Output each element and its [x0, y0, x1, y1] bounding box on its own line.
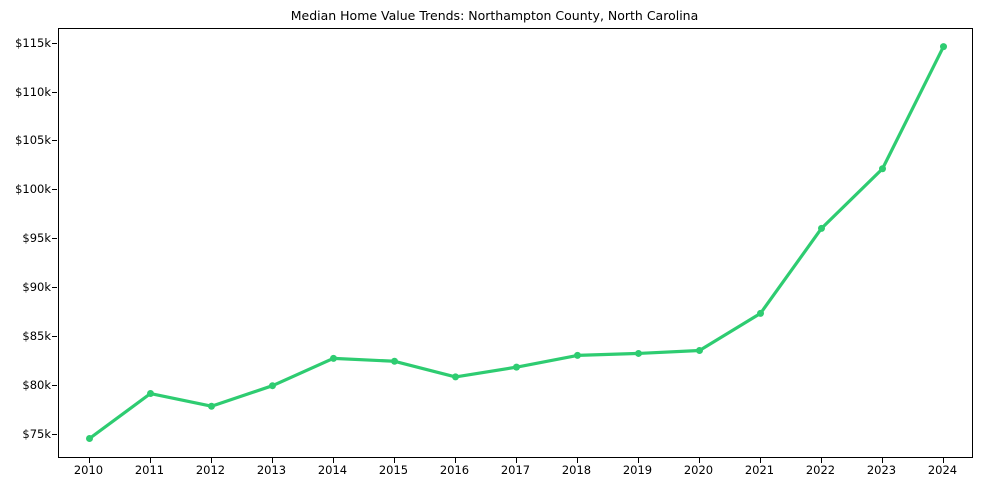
y-axis-tick-label: $105k [15, 133, 51, 148]
data-point-marker [86, 434, 93, 442]
series-markers-median-home-value [86, 43, 947, 442]
x-axis-tick-mark [454, 458, 456, 463]
x-axis-tick-label: 2012 [195, 463, 226, 477]
y-axis-tick-mark [52, 42, 57, 44]
y-axis-tick-labels: $75k $80k $85k $90k $95k $100k $105k $110k $115k [0, 0, 51, 490]
data-point-marker [879, 165, 886, 173]
data-point-marker [269, 382, 276, 390]
x-axis-tick-label: 2015 [378, 463, 409, 477]
y-axis-tick-label: $80k [22, 377, 51, 392]
x-axis-tick-mark [393, 458, 395, 463]
series-line-median-home-value [87, 44, 946, 441]
x-axis-tick-mark [881, 458, 883, 463]
x-axis-tick-label: 2021 [744, 463, 775, 477]
x-axis-tick-label: 2018 [561, 463, 592, 477]
y-axis-tick-mark [52, 189, 57, 191]
x-axis-tick-label: 2011 [134, 463, 165, 477]
y-axis-tick-label: $85k [22, 328, 51, 343]
data-point-marker [391, 357, 398, 365]
y-axis-tick-label: $110k [15, 84, 51, 99]
y-axis-tick-mark [52, 384, 57, 386]
y-axis-tick-mark [52, 91, 57, 93]
x-axis-tick-label: 2022 [805, 463, 836, 477]
y-axis-tick-label: $115k [15, 35, 51, 50]
data-point-marker [696, 347, 703, 355]
y-axis-tick-label: $75k [22, 426, 51, 441]
x-axis-tick-label: 2024 [927, 463, 958, 477]
x-axis-tick-mark [515, 458, 517, 463]
data-point-marker [513, 363, 520, 371]
data-point-marker [452, 373, 459, 381]
x-axis-tick-mark [271, 458, 273, 463]
y-axis-tick-label: $95k [22, 231, 51, 246]
data-point-marker [940, 43, 947, 51]
x-axis-tick-mark [576, 458, 578, 463]
x-axis-tick-mark [942, 458, 944, 463]
y-axis-tick-label: $100k [15, 182, 51, 197]
x-axis-tick-mark [759, 458, 761, 463]
data-point-marker [208, 402, 215, 410]
plot-area [58, 28, 973, 458]
data-point-marker [757, 309, 764, 317]
x-axis-tick-label: 2017 [500, 463, 531, 477]
x-axis-tick-mark [820, 458, 822, 463]
x-axis-tick-label: 2014 [317, 463, 348, 477]
x-axis-tick-label: 2020 [683, 463, 714, 477]
x-axis-tick-mark [149, 458, 151, 463]
x-axis-tick-label: 2016 [439, 463, 470, 477]
y-axis-tick-mark [52, 238, 57, 240]
data-point-marker [818, 224, 825, 232]
x-axis-tick-label: 2023 [866, 463, 897, 477]
x-axis-tick-mark [698, 458, 700, 463]
y-axis-tick-mark [52, 286, 57, 288]
data-point-marker [574, 351, 581, 359]
x-axis-tick-label: 2010 [73, 463, 104, 477]
data-point-marker [635, 349, 642, 357]
chart-title: Median Home Value Trends: Northampton Co… [290, 8, 699, 23]
x-axis-tick-label: 2013 [256, 463, 287, 477]
line-series-svg [86, 43, 947, 442]
x-axis-tick-mark [210, 458, 212, 463]
x-axis-tick-mark [332, 458, 334, 463]
x-axis-tick-label: 2019 [622, 463, 653, 477]
data-point-marker [330, 354, 337, 362]
y-axis-tick-label: $90k [22, 279, 51, 294]
y-axis-tick-mark [52, 140, 57, 142]
x-axis-tick-mark [637, 458, 639, 463]
data-point-marker [147, 390, 154, 398]
y-axis-tick-mark [52, 335, 57, 337]
x-axis-tick-mark [88, 458, 90, 463]
y-axis-tick-mark [52, 433, 57, 435]
